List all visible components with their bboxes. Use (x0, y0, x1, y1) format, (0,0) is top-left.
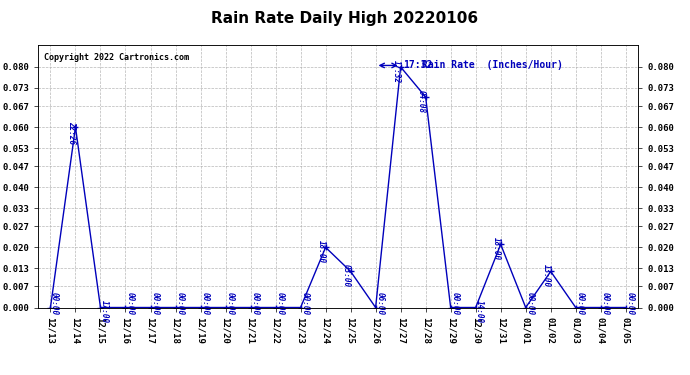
Text: 17:32: 17:32 (392, 60, 401, 82)
Text: 18:00: 18:00 (317, 240, 326, 263)
Text: 00:00: 00:00 (225, 292, 234, 315)
Text: 00:00: 00:00 (150, 292, 159, 315)
Text: 03:00: 03:00 (342, 264, 351, 287)
Text: 00:00: 00:00 (275, 292, 284, 315)
Text: 00:00: 00:00 (175, 292, 184, 315)
Text: 22:26: 22:26 (67, 121, 76, 144)
Text: Rain Rate Daily High 20220106: Rain Rate Daily High 20220106 (211, 11, 479, 26)
Text: 18:00: 18:00 (492, 237, 501, 260)
Text: 00:00: 00:00 (300, 292, 309, 315)
Text: 00:00: 00:00 (451, 292, 460, 315)
Text: 13:00: 13:00 (542, 264, 551, 287)
Text: 00:00: 00:00 (575, 292, 584, 315)
Text: 00:00: 00:00 (125, 292, 134, 315)
Text: 17:32: 17:32 (403, 60, 433, 70)
Text: Copyright 2022 Cartronics.com: Copyright 2022 Cartronics.com (44, 53, 189, 62)
Text: Rain Rate  (Inches/Hour): Rain Rate (Inches/Hour) (415, 60, 562, 70)
Text: 00:00: 00:00 (600, 292, 609, 315)
Text: 17:00: 17:00 (100, 300, 109, 323)
Text: 00:00: 00:00 (200, 292, 209, 315)
Text: 06:00: 06:00 (375, 292, 384, 315)
Text: 00:00: 00:00 (525, 292, 534, 315)
Text: 00:00: 00:00 (250, 292, 259, 315)
Text: 00:00: 00:00 (625, 292, 634, 315)
Text: 04:08: 04:08 (417, 90, 426, 113)
Text: 00:00: 00:00 (50, 292, 59, 315)
Text: 14:00: 14:00 (475, 300, 484, 323)
